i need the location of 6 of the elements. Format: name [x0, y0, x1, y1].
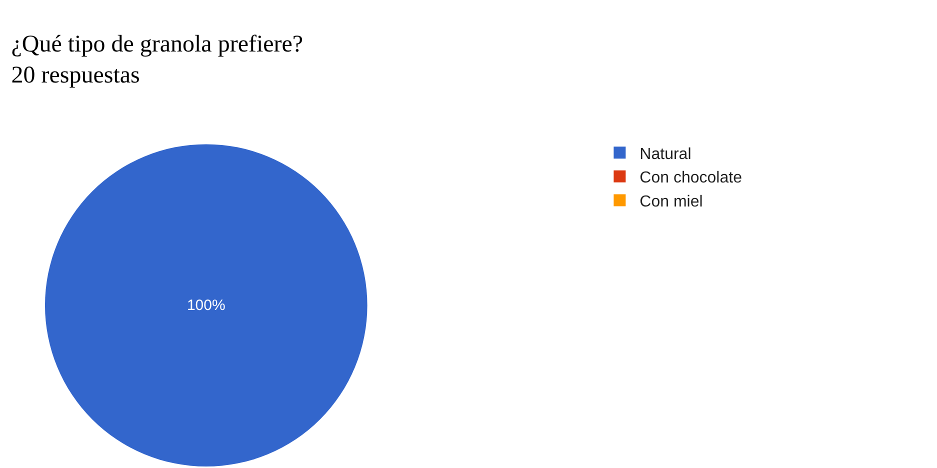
data-label: 100% [186, 296, 226, 314]
chart-subtitle: 20 respuestas [11, 62, 140, 89]
legend-label: Natural [640, 146, 692, 163]
legend-label: Con chocolate [640, 170, 742, 187]
chart-title: ¿Qué tipo de granola prefiere? [11, 31, 304, 58]
legend-label: Con miel [640, 193, 703, 210]
